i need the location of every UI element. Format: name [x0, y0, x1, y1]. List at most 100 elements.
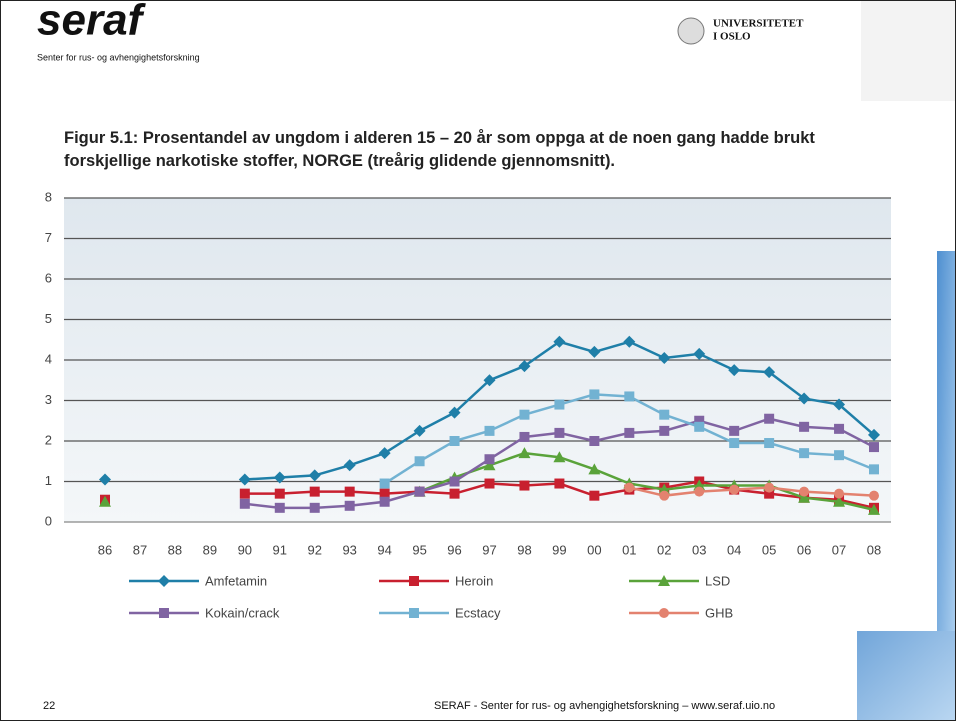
data-point	[624, 482, 635, 493]
y-tick-label: 4	[45, 351, 52, 366]
x-tick-label: 96	[447, 542, 461, 557]
data-point	[764, 488, 775, 499]
data-point	[834, 488, 845, 499]
data-point	[518, 360, 531, 373]
y-tick-label: 8	[45, 189, 52, 204]
data-point	[799, 448, 810, 459]
data-point	[379, 478, 390, 489]
data-point	[869, 490, 879, 501]
data-point	[379, 496, 390, 507]
x-tick-label: 00	[587, 542, 601, 557]
y-tick-label: 7	[45, 230, 52, 245]
series-line	[629, 486, 875, 497]
data-point	[309, 486, 320, 497]
university-seal	[677, 17, 705, 45]
data-point	[239, 498, 250, 509]
data-point	[764, 413, 775, 424]
data-point	[449, 488, 460, 499]
x-tick-label: 95	[412, 542, 426, 557]
data-point	[694, 421, 705, 432]
x-tick-label: 91	[273, 542, 287, 557]
legend-label: Kokain/crack	[205, 605, 280, 620]
data-point	[764, 482, 775, 493]
data-point	[589, 389, 600, 400]
data-point	[799, 486, 810, 497]
legend-label: Heroin	[455, 573, 493, 588]
data-point	[413, 424, 426, 437]
x-tick-label: 94	[377, 542, 391, 557]
data-point	[869, 464, 879, 475]
data-point	[414, 456, 425, 467]
data-point	[834, 423, 845, 434]
data-point	[344, 500, 355, 511]
legend-marker	[158, 575, 170, 587]
data-point	[729, 484, 740, 495]
data-point	[833, 398, 846, 411]
data-point	[588, 345, 601, 358]
y-tick-label: 2	[45, 432, 52, 447]
x-tick-label: 03	[692, 542, 706, 557]
y-tick-label: 0	[45, 513, 52, 528]
data-point	[554, 399, 565, 410]
data-point	[729, 438, 740, 449]
legend-label: Amfetamin	[205, 573, 267, 588]
data-point	[659, 409, 670, 420]
data-point	[834, 450, 845, 461]
data-point	[519, 480, 530, 491]
data-point	[483, 459, 496, 471]
x-tick-label: 92	[307, 542, 321, 557]
data-point	[343, 459, 356, 472]
decoration	[857, 631, 955, 720]
x-tick-label: 06	[797, 542, 811, 557]
data-point	[833, 495, 846, 507]
data-point	[519, 431, 530, 442]
data-point	[658, 351, 671, 364]
x-tick-label: 07	[832, 542, 846, 557]
data-point	[694, 415, 705, 426]
x-tick-label: 93	[342, 542, 356, 557]
decoration	[861, 1, 955, 101]
x-tick-label: 89	[203, 542, 217, 557]
data-point	[379, 488, 390, 499]
data-point	[99, 473, 111, 486]
x-tick-label: 02	[657, 542, 671, 557]
y-tick-label: 1	[45, 473, 52, 488]
x-tick-label: 97	[482, 542, 496, 557]
chart-title: Figur 5.1: Prosentandel av ungdom i alde…	[64, 129, 815, 170]
data-point	[589, 436, 600, 446]
x-tick-label: 90	[238, 542, 252, 557]
footer-text: SERAF - Senter for rus- og avhengighetsf…	[434, 700, 775, 712]
legend-label: Ecstacy	[455, 605, 501, 620]
data-point	[554, 427, 565, 438]
data-point	[308, 469, 321, 482]
data-point	[728, 364, 741, 377]
x-tick-label: 99	[552, 542, 566, 557]
data-point	[274, 502, 285, 513]
data-point	[764, 438, 775, 449]
data-point	[238, 473, 251, 486]
x-tick-label: 04	[727, 542, 741, 557]
data-point	[588, 463, 601, 475]
data-point	[519, 409, 530, 420]
x-tick-label: 88	[168, 542, 182, 557]
page-number: 22	[43, 700, 55, 712]
data-point	[868, 428, 880, 441]
university-city: I OSLO	[713, 31, 751, 43]
data-point	[799, 421, 810, 432]
x-tick-label: 86	[98, 542, 112, 557]
data-point	[554, 478, 565, 489]
legend-label: GHB	[705, 605, 733, 620]
x-tick-label: 01	[622, 542, 636, 557]
series-line	[419, 451, 875, 512]
data-point	[798, 392, 811, 405]
legend-marker	[409, 576, 419, 586]
y-tick-label: 3	[45, 392, 52, 407]
logo-subtitle: Senter for rus- og avhengighetsforskning	[37, 52, 200, 62]
x-tick-label: 87	[133, 542, 147, 557]
data-point	[274, 488, 285, 499]
x-tick-label: 05	[762, 542, 776, 557]
data-point	[763, 366, 776, 379]
legend-marker	[159, 608, 169, 618]
